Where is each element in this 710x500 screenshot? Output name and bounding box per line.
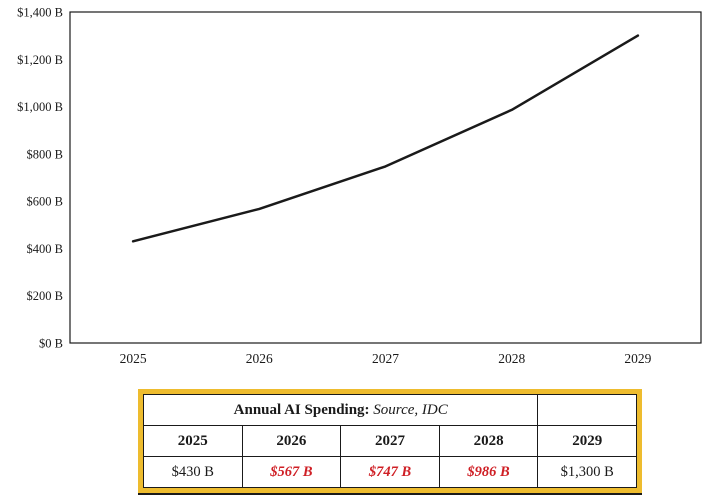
year-cell: 2029 [537,425,637,457]
year-cell: 2028 [438,425,539,457]
table-year-row: 2025 2026 2027 2028 2029 [143,425,637,457]
y-tick-label: $600 B [27,195,63,209]
table-title-empty-cell [537,394,637,426]
table-source: Source, IDC [369,401,448,418]
value-cell-highlighted: $986 B [438,456,539,488]
x-tick-label: 2025 [120,351,147,366]
ai-spending-line-chart: $0 B $200 B $400 B $600 B $800 B $1,000 B $1,2… [17,6,702,366]
x-tick-label: 2026 [246,351,273,366]
spending-line-series [131,34,640,243]
y-tick-label: $400 B [27,242,63,256]
x-tick-label: 2029 [624,351,651,366]
year-cell: 2026 [241,425,342,457]
table-title-cell: Annual AI Spending: Source, IDC [142,394,539,426]
x-axis-tick-labels: 2025 2026 2027 2028 2029 [120,351,652,366]
plot-area-border [69,11,702,344]
table-value-row: $430 B $567 B $747 B $986 B $1,300 B [143,456,637,488]
y-axis-tick-labels: $0 B $200 B $400 B $600 B $800 B $1,000 B $1,2… [17,6,63,351]
x-tick-label: 2028 [498,351,525,366]
y-tick-label: $200 B [27,289,63,303]
x-tick-label: 2027 [372,351,399,366]
year-cell: 2025 [143,425,243,457]
spending-table: Annual AI Spending: Source, IDC 2025 202… [142,394,637,488]
value-cell: $1,300 B [537,456,637,488]
y-tick-label: $1,400 B [17,6,63,20]
y-tick-label: $1,000 B [17,100,63,114]
value-cell: $430 B [143,456,243,488]
y-tick-label: $1,200 B [17,53,63,67]
chart-svg: $0 B $200 B $400 B $600 B $800 B $1,000 B $1,2… [17,6,702,366]
spending-table-frame: Annual AI Spending: Source, IDC 2025 202… [138,389,642,493]
y-tick-label: $800 B [27,147,63,161]
table-title-row: Annual AI Spending: Source, IDC [142,394,637,426]
year-cell: 2027 [340,425,440,457]
value-cell-highlighted: $567 B [241,456,342,488]
value-cell-highlighted: $747 B [340,456,440,488]
y-tick-label: $0 B [39,337,63,351]
table-title: Annual AI Spending: [233,401,370,418]
